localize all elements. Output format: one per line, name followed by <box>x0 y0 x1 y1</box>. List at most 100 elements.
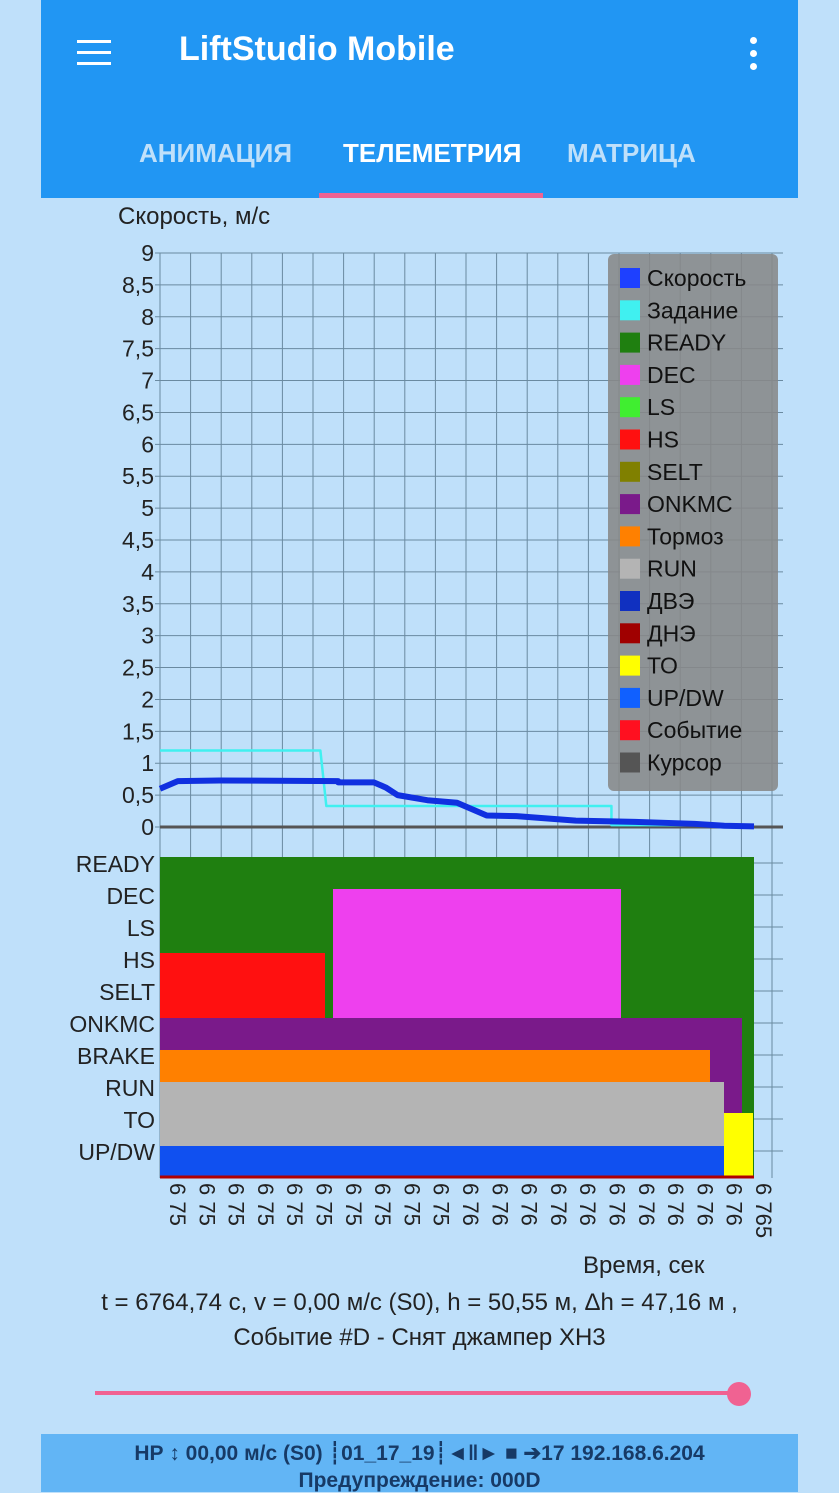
x-tick-label: 6 75 <box>253 1183 278 1226</box>
tab-animation[interactable]: АНИМАЦИЯ <box>139 138 293 168</box>
signal-label: TO <box>123 1107 155 1133</box>
tab-telemetry[interactable]: ТЕЛЕМЕТРИЯ <box>343 138 522 168</box>
x-tick-labels: 6 75 6 75 6 75 6 75 6 75 6 75 6 75 6 75 6 75 6 75… <box>165 1183 776 1238</box>
x-tick-label: 6 76 <box>663 1183 688 1226</box>
time-slider-thumb[interactable] <box>726 1382 751 1406</box>
legend-swatch <box>620 364 640 385</box>
y-tick-label: 3 <box>141 623 154 649</box>
legend-label: UP/DW <box>647 685 724 711</box>
y-tick-label: 0,5 <box>122 782 154 808</box>
legend-label: HS <box>647 427 679 453</box>
y-tick-label: 9 <box>141 240 154 266</box>
legend-swatch <box>620 720 640 741</box>
legend-label: Курсор <box>647 750 722 776</box>
y-tick-label: 5 <box>141 495 154 521</box>
hamburger-menu-icon[interactable] <box>73 34 113 74</box>
legend-swatch <box>620 591 640 611</box>
signal-label: DEC <box>106 883 155 909</box>
x-tick-label: 6 76 <box>692 1183 717 1226</box>
x-tick-label: 6 75 <box>312 1183 337 1226</box>
chart-legend: Скорость Задание READY DEC LS HS SELT ONKMC Торм… <box>608 254 778 791</box>
legend-label: LS <box>647 394 675 420</box>
x-tick-label: 6 76 <box>605 1183 630 1226</box>
legend-swatch <box>620 558 640 579</box>
x-tick-label: 6 75 <box>282 1183 307 1226</box>
signal-label: READY <box>76 851 155 877</box>
y-tick-label: 8 <box>141 304 154 330</box>
legend-swatch <box>620 526 640 547</box>
y-tick-labels: 9 8,5 8 7,5 7 6,5 6 5,5 5 4,5 4 3,5 3 2,5 2 1,5 1 0,5 0 <box>122 240 154 840</box>
connection-status: НР ↕ 00,00 м/с (S0) ┊01_17_19┊◄‖► ■ ➔17 … <box>134 1442 705 1465</box>
y-tick-label: 6 <box>141 431 154 457</box>
bottom-status-bar: НР ↕ 00,00 м/с (S0) ┊01_17_19┊◄‖► ■ ➔17 … <box>41 1434 798 1492</box>
legend-swatch <box>620 429 640 450</box>
updw-bar <box>160 1146 724 1178</box>
legend-label: SELT <box>647 459 703 485</box>
signal-label: LS <box>127 915 155 941</box>
telemetry-status-line: t = 6764,74 с, v = 0,00 м/с (S0), h = 50… <box>101 1289 738 1316</box>
legend-swatch <box>620 623 640 644</box>
x-tick-label: 6 75 <box>429 1183 454 1226</box>
signal-label: RUN <box>105 1075 155 1101</box>
legend-background <box>608 254 778 791</box>
hs-bar <box>160 953 325 1019</box>
signal-label: ONKMC <box>69 1011 155 1037</box>
series-line-0 <box>158 777 755 830</box>
run-bar <box>160 1082 724 1146</box>
legend-label: Тормоз <box>647 523 724 549</box>
legend-label: Задание <box>647 297 738 323</box>
legend-swatch <box>620 332 640 353</box>
tab-bar: АНИМАЦИЯ ТЕЛЕМЕТРИЯ МАТРИЦА <box>41 118 798 198</box>
more-options-icon[interactable] <box>741 34 767 74</box>
legend-label: READY <box>647 330 726 356</box>
y-tick-label: 7 <box>141 368 154 394</box>
dec-bar <box>333 889 621 1019</box>
legend-swatch <box>620 494 640 515</box>
x-tick-label: 6 75 <box>165 1183 190 1226</box>
signal-label: SELT <box>99 979 155 1005</box>
warning-status: Предупреждение: 000D <box>298 1469 541 1492</box>
time-slider-track[interactable] <box>95 1391 745 1395</box>
y-tick-label: 7,5 <box>122 336 154 362</box>
x-tick-label: 6 76 <box>546 1183 571 1226</box>
app-bar: LiftStudio Mobile АНИМАЦИЯ ТЕЛЕМЕТРИЯ МА… <box>41 0 798 198</box>
y-axis-label: Скорость, м/с <box>118 203 271 230</box>
x-tick-label: 6 76 <box>517 1183 542 1226</box>
tab-matrix[interactable]: МАТРИЦА <box>567 138 696 168</box>
x-tick-label: 6 76 <box>487 1183 512 1226</box>
telemetry-chart[interactable]: 9 8,5 8 7,5 7 6,5 6 5,5 5 4,5 4 3,5 3 2,5 2 1,5 1 0,5 0 RE… <box>0 0 839 1250</box>
legend-swatch <box>620 655 640 676</box>
y-tick-label: 3,5 <box>122 591 154 617</box>
active-tab-indicator <box>319 193 543 198</box>
x-tick-label: 6 75 <box>341 1183 366 1226</box>
legend-swatch <box>620 461 640 482</box>
legend-swatch <box>620 300 640 321</box>
y-tick-label: 1,5 <box>122 718 154 744</box>
legend-swatch <box>620 397 640 418</box>
legend-label: Скорость <box>647 265 746 291</box>
x-tick-label: 6 765 <box>751 1183 776 1238</box>
x-tick-label: 6 75 <box>224 1183 249 1226</box>
legend-label: DEC <box>647 362 696 388</box>
x-tick-label: 6 75 <box>370 1183 395 1226</box>
legend-label: ONKMC <box>647 491 733 517</box>
legend-swatch <box>620 752 640 773</box>
y-tick-label: 6,5 <box>122 399 154 425</box>
y-tick-label: 8,5 <box>122 272 154 298</box>
legend-label: Событие <box>647 717 742 743</box>
x-axis-label: Время, сек <box>583 1252 705 1279</box>
legend-label: ДНЭ <box>647 620 696 646</box>
speed-lines <box>158 749 755 830</box>
y-tick-label: 1 <box>141 750 154 776</box>
signal-label: HS <box>123 947 155 973</box>
legend-swatch <box>620 268 640 288</box>
signal-labels: READY DEC LS HS SELT ONKMC BRAKE RUN TO UP/DW <box>69 851 155 1165</box>
legend-label: ТО <box>647 653 678 679</box>
legend-swatch <box>620 687 640 708</box>
x-tick-label: 6 75 <box>399 1183 424 1226</box>
y-tick-label: 4,5 <box>122 527 154 553</box>
x-tick-label: 6 76 <box>575 1183 600 1226</box>
signal-label: UP/DW <box>78 1139 155 1165</box>
x-tick-label: 6 76 <box>634 1183 659 1226</box>
x-tick-label: 6 76 <box>722 1183 747 1226</box>
